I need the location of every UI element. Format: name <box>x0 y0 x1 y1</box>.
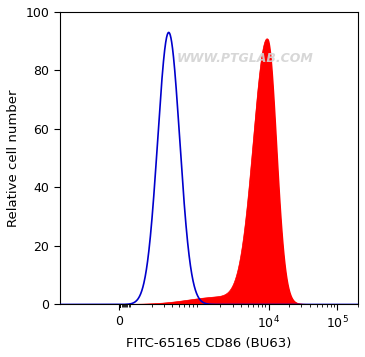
X-axis label: FITC-65165 CD86 (BU63): FITC-65165 CD86 (BU63) <box>126 337 292 350</box>
Y-axis label: Relative cell number: Relative cell number <box>7 90 20 227</box>
Text: WWW.PTGLAB.COM: WWW.PTGLAB.COM <box>176 52 313 65</box>
